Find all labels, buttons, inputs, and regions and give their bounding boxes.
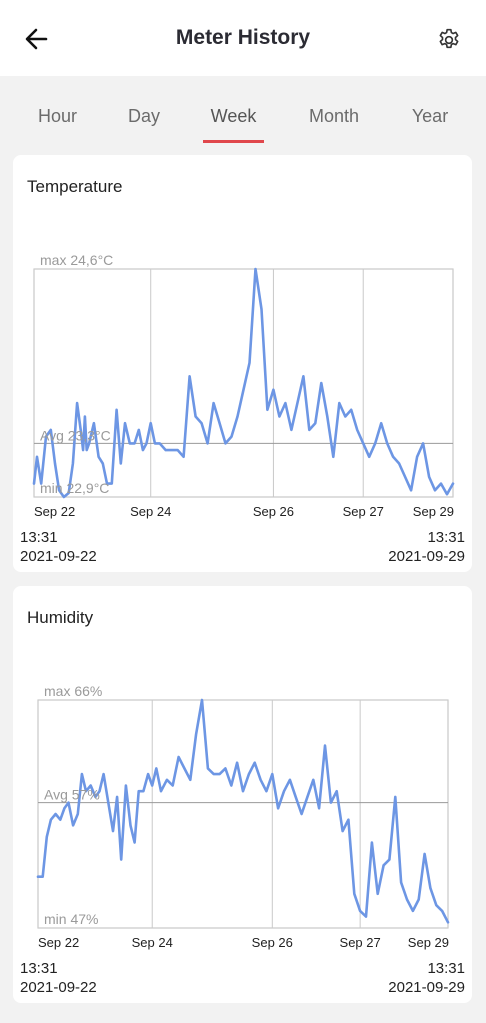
gear-icon [439,28,459,49]
start-time: 13:31 [20,529,58,546]
temperature-chart: max 24,6°C Avg 23,3°C min 22,9°C Sep 22 Sep … [32,252,455,519]
temperature-card: Temperature max 24,6°C Avg 23,3°C min 22,9… [13,155,472,572]
max-label: max 24,6°C [40,252,113,268]
x-tick-label: Sep 24 [130,504,171,519]
min-label: min 22,9°C [40,480,109,496]
plot-frame [37,699,449,929]
end-date: 2021-09-29 [388,979,465,996]
x-tick-label: Sep 22 [34,504,75,519]
active-tab-indicator [203,140,264,143]
series-line [32,267,455,499]
tab-year[interactable]: Year [411,106,449,126]
settings-button[interactable] [433,24,465,56]
x-tick-label: Sep 22 [38,935,79,950]
start-date: 2021-09-22 [20,979,97,996]
start-time: 13:31 [20,960,58,977]
start-date: 2021-09-22 [20,548,97,565]
x-tick-label: Sep 26 [252,935,293,950]
end-date: 2021-09-29 [388,548,465,565]
humidity-card: Humidity max 66% Avg 57% min 47% Sep 22 Sep … [13,586,472,1003]
tab-hour[interactable]: Hour [37,106,77,126]
x-tick-label: Sep 27 [340,935,381,950]
x-tick-label: Sep 27 [343,504,384,519]
series-line [36,698,450,924]
x-tick-label: Sep 29 [408,935,449,950]
x-tick-label: Sep 29 [413,504,454,519]
min-label: min 47% [44,911,98,927]
tab-week[interactable]: Week [210,106,257,126]
tab-day[interactable]: Day [127,106,160,126]
tab-month[interactable]: Month [308,106,360,126]
humidity-chart: max 66% Avg 57% min 47% Sep 22 Sep 24 Sep 26 S… [36,683,450,950]
app-bar: Meter History [0,0,486,76]
plot-frame [33,268,454,498]
end-time: 13:31 [427,529,465,546]
avg-label: Avg 57% [44,787,100,803]
end-time: 13:31 [427,960,465,977]
x-tick-label: Sep 26 [253,504,294,519]
page-title: Meter History [175,26,311,49]
x-tick-label: Sep 24 [132,935,173,950]
period-tabs: Hour Day Week Month Year [0,90,486,146]
card-title: Humidity [27,608,94,627]
back-button[interactable] [20,22,54,56]
max-label: max 66% [44,683,102,699]
arrow-left-icon [25,28,48,50]
card-title: Temperature [27,177,123,196]
avg-label: Avg 23,3°C [40,427,111,443]
